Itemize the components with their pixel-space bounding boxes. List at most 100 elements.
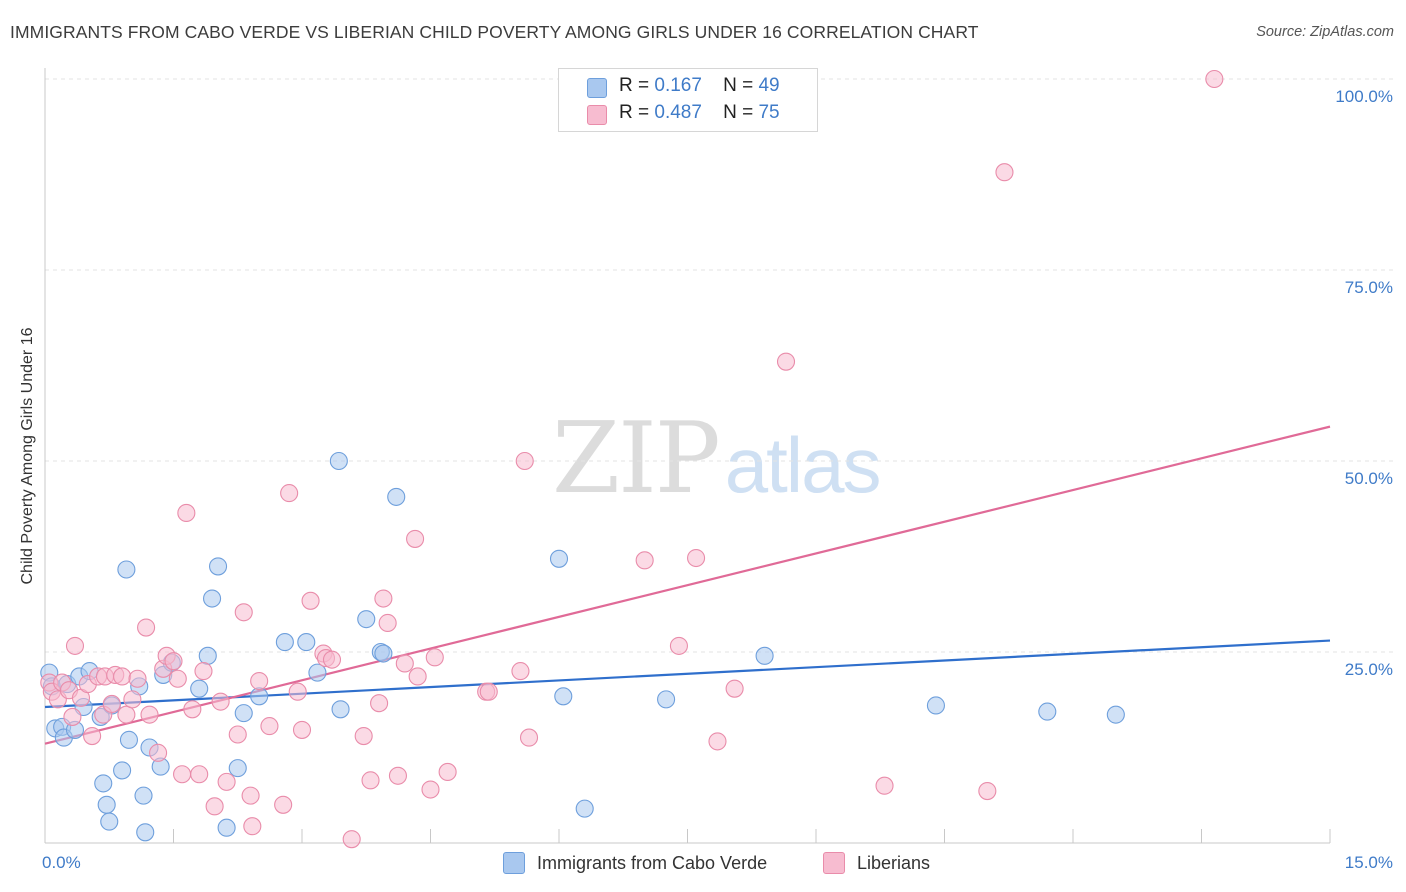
y-tick-label: 50.0% [1344,469,1393,488]
data-point-blue [203,589,222,608]
data-point-pink [687,548,706,568]
data-point-pink [137,618,156,637]
data-point-blue [94,774,113,793]
data-point-blue [134,786,153,805]
data-point-blue [297,633,316,652]
data-point-blue [331,700,350,719]
watermark-atlas: atlas [724,421,882,509]
gridlines [45,78,1395,653]
data-point-pink [708,732,727,751]
axes [44,68,1331,844]
data-point-pink [388,766,407,785]
data-point-pink [164,652,183,671]
y-tick-label: 100.0% [1335,87,1393,106]
data-point-pink [635,551,654,570]
data-point-blue [228,759,247,778]
data-point-pink [292,720,312,739]
data-point-blue [217,818,236,837]
data-point-pink [217,772,236,791]
data-point-blue [554,687,573,706]
y-axis-label: Child Poverty Among Girls Under 16 [19,327,36,585]
data-point-blue [113,761,132,780]
data-point-pink [342,830,361,849]
data-point-pink [274,795,293,814]
data-point-blue [755,646,774,665]
legend-swatch-blue [587,78,607,98]
y-tick-label: 25.0% [1344,660,1393,679]
data-point-pink [117,705,136,724]
data-point-pink [978,781,997,801]
legend-n-label: N = [723,102,754,123]
data-point-pink [183,700,202,719]
data-point-pink [421,780,440,799]
data-point-blue [275,633,294,652]
legend-r-value: 0.487 [654,102,702,123]
data-point-pink [776,352,796,371]
data-point-blue [119,730,139,749]
data-point-blue [549,549,569,568]
data-point-blue [208,557,228,576]
data-point-pink [669,636,688,655]
data-point-pink [168,669,187,688]
data-point-blue [374,644,393,663]
bottom-legend-label: Immigrants from Cabo Verde [537,852,768,873]
data-point-blue [198,646,217,665]
bottom-legend-cabo-verde: Immigrants from Cabo Verde [503,852,767,874]
data-point-blue [1106,705,1125,724]
bottom-legend-label: Liberians [857,852,931,873]
data-point-pink [260,717,279,736]
correlation-legend: R = 0.167 N = 49 R = 0.487 N = 75 [558,68,818,132]
data-point-blue [190,679,209,698]
bottom-legend-swatch-pink [823,852,845,874]
legend-swatch-pink [587,105,607,125]
watermark-zip: ZIP [552,402,721,516]
legend-r-label: R = [619,102,650,123]
watermark: ZIPatlas [552,402,882,516]
data-point-pink [406,529,425,548]
data-point-pink [370,694,389,713]
data-point-blue [250,687,269,706]
data-point-pink [149,743,168,762]
data-point-blue [234,704,253,723]
data-point-pink [250,671,269,691]
data-point-pink [425,648,444,667]
data-point-blue [575,799,594,818]
data-point-pink [301,591,320,610]
data-point-pink [511,662,530,681]
data-point-pink [140,705,159,724]
data-point-pink [361,771,380,790]
data-point-pink [374,589,393,608]
data-point-pink [395,654,414,673]
legend-n-value: 49 [758,75,780,96]
data-point-pink [378,613,397,633]
data-point-pink [228,725,247,744]
data-point-pink [288,682,307,701]
trend-line-pink [44,425,1331,745]
data-point-blue [357,610,376,629]
data-point-pink [875,776,894,795]
bottom-legend-liberians: Liberians [823,852,930,874]
data-point-pink [519,728,539,747]
data-point-pink [173,765,192,784]
y-tick-label: 75.0% [1344,278,1393,297]
data-point-blue [117,560,136,579]
data-point-pink [354,726,373,746]
data-point-pink [128,669,147,688]
data-point-pink [280,484,299,503]
data-point-blue [97,795,116,814]
data-point-blue [926,696,945,715]
data-point-pink [211,692,230,711]
chart-title: IMMIGRANTS FROM CABO VERDE VS LIBERIAN C… [10,22,979,42]
source-label: Source: ZipAtlas.com [1256,24,1394,40]
data-point-pink [241,786,260,805]
data-point-pink [1205,69,1224,89]
data-point-pink [515,451,534,471]
data-point-pink [205,797,224,816]
legend-n-value: 75 [758,102,780,123]
data-point-blue [136,823,155,842]
data-point-blue [329,451,348,471]
data-point-pink [63,707,82,726]
data-point-blue [100,812,119,831]
data-point-pink [113,667,132,686]
data-point-pink [83,726,102,746]
